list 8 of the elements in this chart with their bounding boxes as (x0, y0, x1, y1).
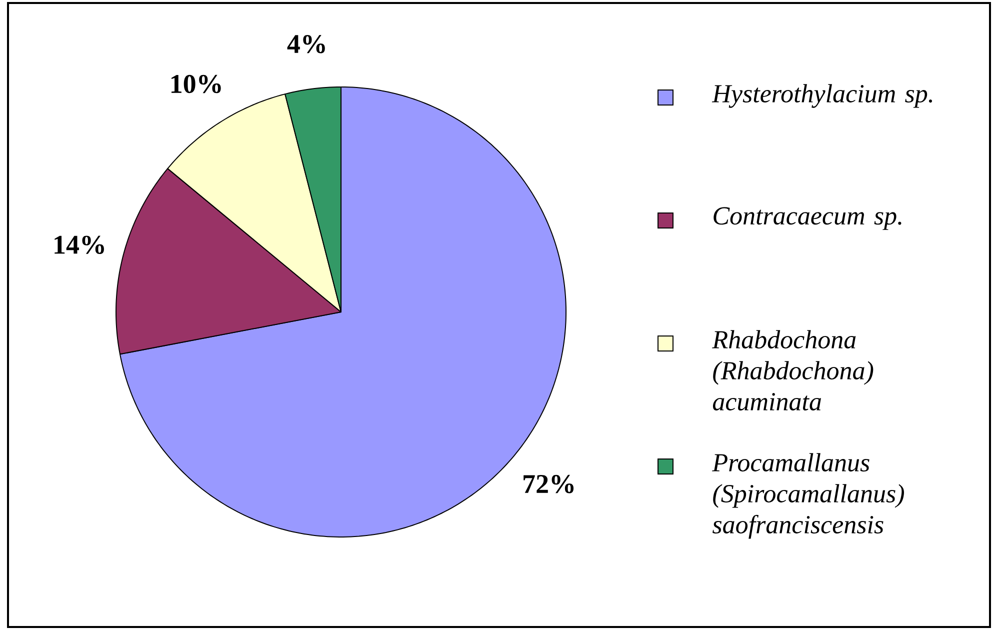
legend-label: Hysterothylacium sp. (712, 84, 932, 108)
legend-label: Procamallanus (Spirocamallanus) saofranciscensis (712, 453, 904, 539)
legend-label: Contracaecum sp. (714, 207, 902, 230)
data-label: 14% (54, 236, 104, 254)
legend-label: Rhabdochona (Rhabdochona) acuminata (712, 330, 874, 411)
data-label: 4% (287, 34, 325, 54)
data-label: 10% (171, 74, 221, 94)
data-label: 72% (524, 474, 574, 494)
